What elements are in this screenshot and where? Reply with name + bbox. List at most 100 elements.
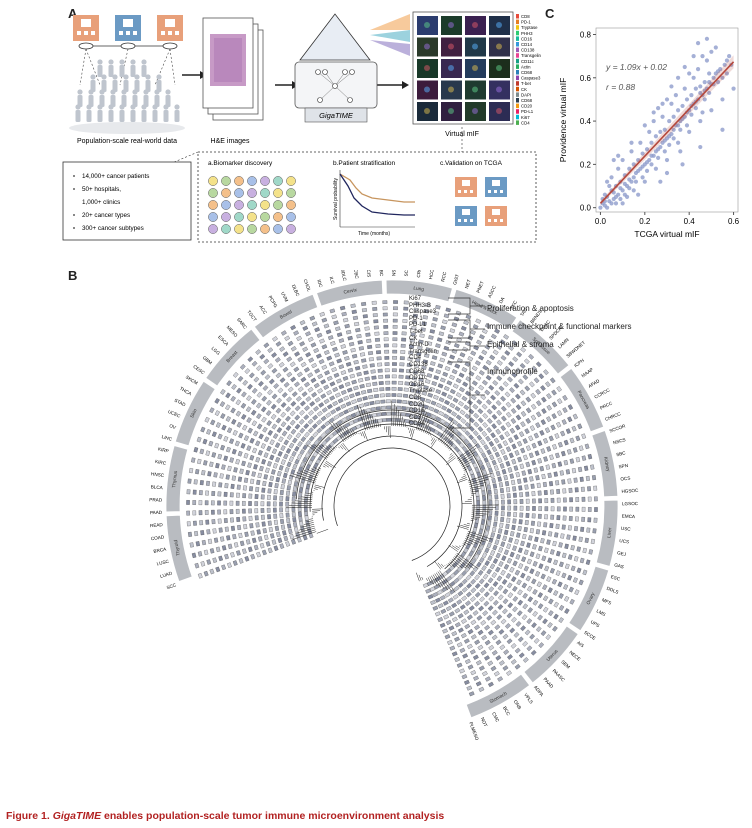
heatmap-cell bbox=[510, 479, 516, 486]
heatmap-cell bbox=[418, 339, 424, 344]
heatmap-cell bbox=[520, 447, 526, 454]
heatmap-cell bbox=[199, 480, 204, 486]
person-icon bbox=[152, 110, 158, 122]
heatmap-cell bbox=[481, 328, 488, 334]
heatmap-cell bbox=[561, 524, 566, 530]
heatmap-cell bbox=[536, 400, 542, 407]
heatmap-cell bbox=[478, 355, 484, 361]
heatmap-cell bbox=[223, 436, 229, 442]
heatmap-cell bbox=[522, 640, 528, 647]
heatmap-cell bbox=[310, 455, 316, 462]
heatmap-cell bbox=[385, 387, 391, 391]
he-label: H&E images bbox=[211, 138, 250, 145]
heatmap-cell bbox=[474, 389, 481, 396]
tree-branch bbox=[471, 492, 477, 495]
data-point bbox=[613, 194, 619, 199]
person-icon bbox=[101, 80, 107, 92]
heatmap-cell bbox=[543, 456, 548, 462]
heatmap-cell bbox=[292, 437, 298, 444]
heatmap-cell bbox=[192, 489, 197, 495]
heatmap-cell bbox=[224, 483, 229, 489]
heatmap-cell bbox=[275, 476, 281, 483]
subtype-label: PRCC bbox=[599, 400, 614, 410]
heatmap-cell bbox=[588, 507, 592, 512]
heatmap-cell bbox=[550, 506, 555, 512]
tree-branch bbox=[339, 424, 350, 439]
data-point bbox=[640, 151, 645, 156]
heatmap-cell bbox=[481, 490, 486, 496]
heatmap-cell bbox=[581, 455, 587, 461]
subtype-label: PRAD bbox=[149, 497, 163, 502]
heatmap-cell bbox=[251, 471, 256, 477]
heatmap-cell bbox=[438, 397, 445, 403]
tree-branch bbox=[397, 410, 399, 427]
caption-prefix: Figure 1. bbox=[6, 810, 53, 822]
tree-branch bbox=[294, 529, 316, 537]
heatmap-cell bbox=[567, 554, 573, 560]
data-point bbox=[707, 90, 712, 96]
marker-label: PD-1 bbox=[409, 315, 423, 322]
subtype-label: PAAD bbox=[150, 510, 163, 515]
subtype-label: EMCA bbox=[622, 514, 636, 520]
subtype-label: CESC bbox=[192, 364, 206, 376]
heatmap-cell bbox=[385, 374, 390, 379]
heatmap-cell bbox=[496, 375, 503, 382]
heatmap-cell bbox=[504, 391, 511, 398]
heatmap-cell bbox=[365, 332, 371, 337]
heatmap-cell bbox=[490, 432, 496, 439]
heatmap-cell bbox=[472, 430, 479, 437]
tissue-segment bbox=[595, 499, 619, 567]
heatmap-cell bbox=[397, 393, 403, 398]
heatmap-cell bbox=[352, 315, 359, 321]
heatmap-cell bbox=[341, 417, 348, 423]
heatmap-cell bbox=[373, 387, 379, 392]
heatmap-cell bbox=[291, 507, 296, 512]
heatmap-cell bbox=[270, 533, 275, 539]
heatmap-cell bbox=[281, 478, 287, 484]
mif-signal bbox=[496, 43, 502, 50]
heatmap-cell bbox=[253, 430, 259, 437]
heatmap-cell bbox=[323, 398, 330, 405]
person-icon bbox=[97, 59, 103, 65]
heatmap-cell bbox=[534, 536, 539, 542]
person-icon bbox=[130, 59, 136, 65]
heatmap-cell bbox=[491, 634, 498, 641]
heatmap-cell bbox=[561, 572, 567, 579]
tree-branch bbox=[437, 571, 452, 592]
heatmap-cell bbox=[568, 516, 573, 521]
tree-branch bbox=[338, 446, 340, 449]
heatmap-cell bbox=[562, 488, 567, 494]
heatmap-cell bbox=[263, 342, 270, 349]
person-icon bbox=[141, 110, 147, 122]
heatmap-cell bbox=[496, 344, 503, 350]
heatmap-cell bbox=[253, 544, 259, 551]
heatmap-cell bbox=[301, 391, 308, 397]
heatmap-cell bbox=[535, 475, 540, 481]
heatmap-cell bbox=[575, 435, 581, 442]
heatmap-cell bbox=[485, 676, 491, 682]
subtype-label: GBM bbox=[202, 355, 213, 366]
heatmap-cell bbox=[353, 418, 359, 424]
heatmap-cell bbox=[492, 380, 499, 386]
heatmap-cell bbox=[533, 467, 539, 473]
heatmap-cell bbox=[309, 315, 316, 321]
data-point bbox=[658, 179, 663, 184]
heatmap-cell bbox=[229, 457, 234, 463]
heatmap-cell bbox=[531, 459, 537, 466]
heatmap-cell bbox=[236, 550, 241, 556]
tree-branch bbox=[314, 467, 321, 471]
heatmap-cell bbox=[446, 408, 453, 414]
heatmap-cell bbox=[231, 448, 237, 455]
data-point bbox=[664, 97, 670, 102]
tree-branch bbox=[471, 510, 490, 513]
heatmap-cell bbox=[488, 441, 495, 447]
heatmap-cell bbox=[507, 499, 511, 505]
tissue-segment bbox=[316, 279, 384, 307]
heatmap-cell bbox=[495, 428, 501, 435]
hospital-icon bbox=[73, 15, 99, 41]
heatmap-cell bbox=[584, 443, 590, 450]
heatmap-cell bbox=[311, 392, 318, 398]
biomarker-dot bbox=[273, 176, 283, 186]
heatmap-cell bbox=[496, 419, 502, 426]
heatmap-cell bbox=[304, 405, 310, 412]
